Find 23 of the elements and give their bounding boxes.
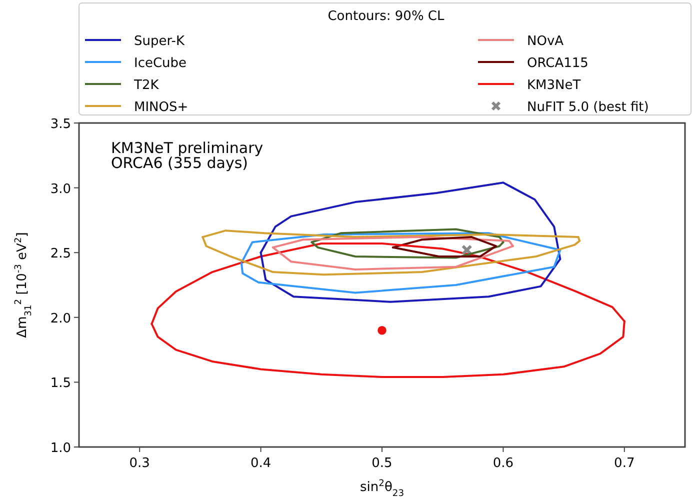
y-tick-label: 1.0 [50,441,71,456]
y-tick-label: 3.5 [50,117,71,132]
x-axis-title: sin$^{2}$θ$_{23}$ [360,479,404,499]
legend-label: Super-K [134,34,185,49]
legend-label: NuFIT 5.0 (best fit) [527,100,649,115]
annotation: KM3NeT preliminary [111,139,264,157]
legend-label: MINOS+ [134,100,188,115]
annotation: ORCA6 (355 days) [111,154,248,172]
legend-label: ORCA115 [527,56,588,71]
y-tick-label: 2.0 [50,311,71,326]
legend-label: T2K [133,78,160,93]
legend-title: Contours: 90% CL [328,9,446,24]
y-tick-label: 1.5 [50,376,71,392]
y-tick-label: 3.0 [50,182,71,197]
x-tick-label: 0.4 [250,456,272,471]
x-tick-label: 0.7 [614,456,635,471]
legend-label: IceCube [134,56,187,71]
legend-label: KM3NeT [527,78,581,93]
x-tick-label: 0.3 [129,456,150,471]
x-tick-label: 0.6 [492,456,514,471]
legend-label: NOvA [527,34,564,49]
x-tick-label: 0.5 [372,456,392,471]
y-tick-label: 2.5 [50,246,71,262]
